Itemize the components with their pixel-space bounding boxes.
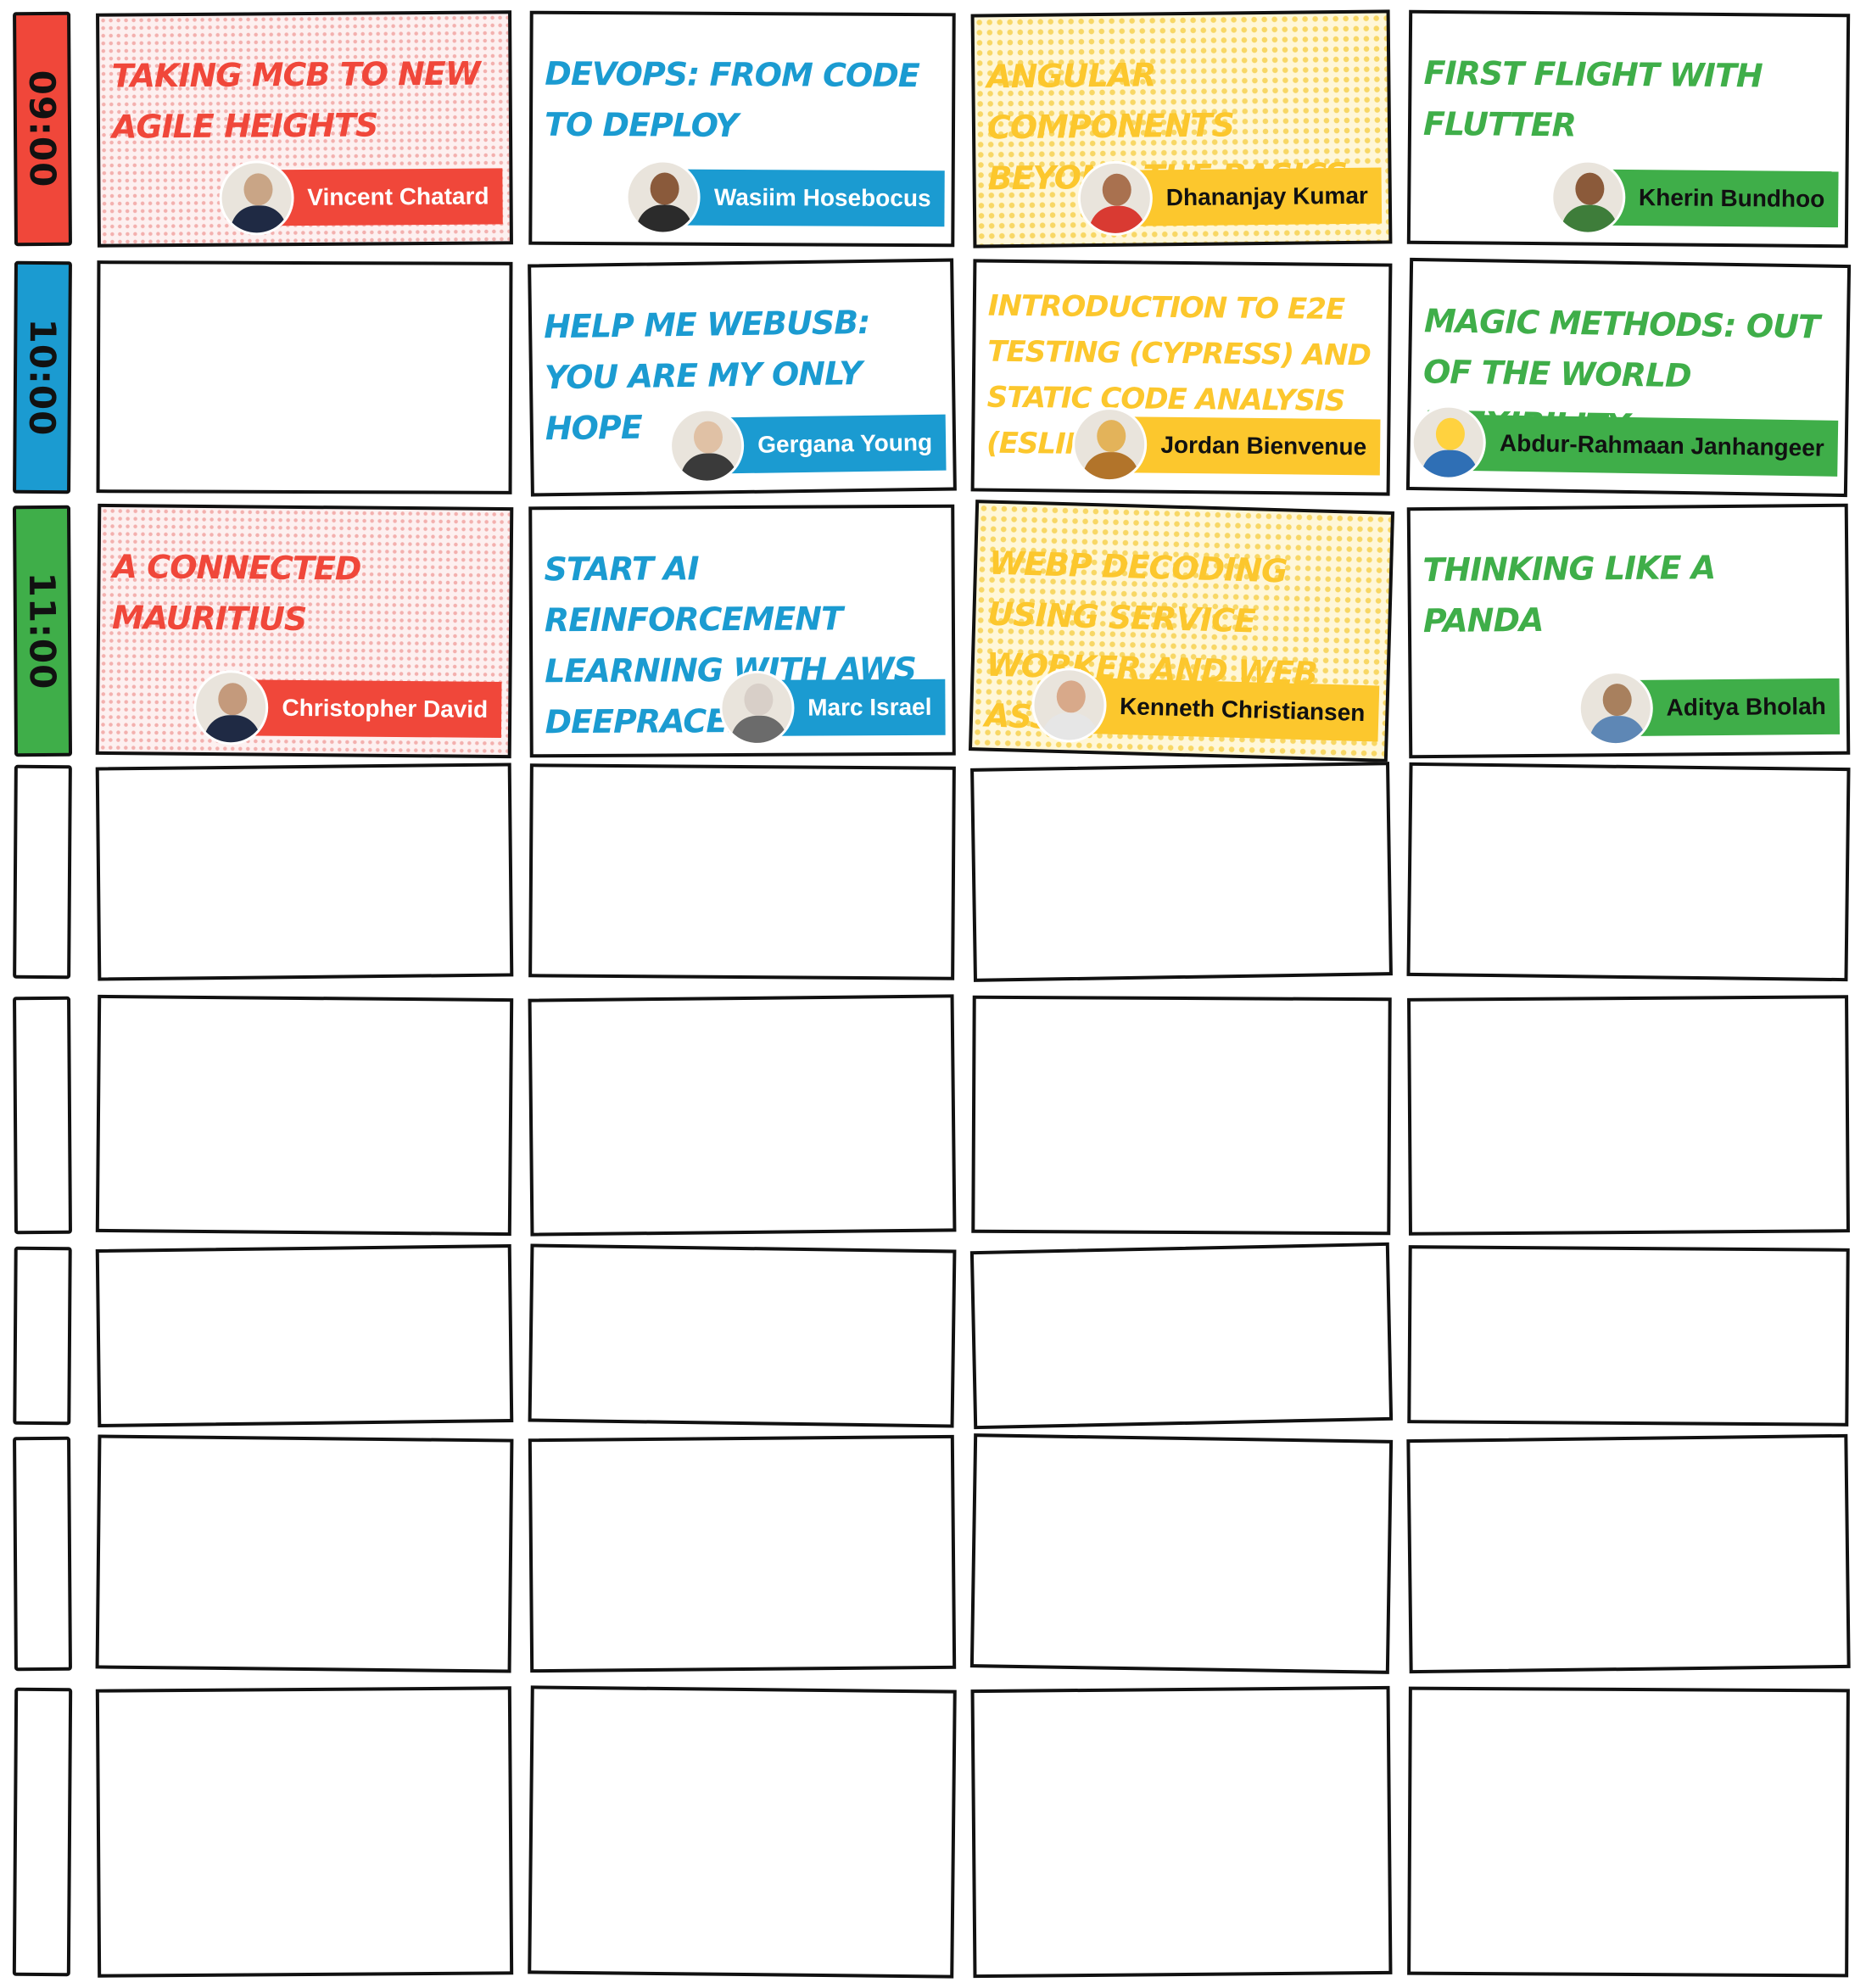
speaker-avatar-icon (193, 669, 269, 746)
empty-slot (1406, 762, 1851, 982)
time-slot-1000: 10:00 (13, 260, 72, 494)
time-slot-empty (13, 996, 72, 1235)
empty-slot (969, 1242, 1394, 1430)
speaker-name: Aditya Bholah (1666, 692, 1826, 721)
speaker-avatar-icon (1411, 404, 1487, 481)
time-slot-empty (13, 764, 72, 980)
time-slot-empty (12, 1687, 73, 1977)
session-card[interactable]: Magic Methods: Out of the World Flexibil… (1405, 257, 1852, 498)
empty-slot (971, 995, 1392, 1236)
speaker-name: Kenneth Christiansen (1119, 693, 1366, 727)
time-label: 10:00 (21, 318, 64, 437)
speaker-avatar-icon (219, 160, 294, 236)
speaker-avatar-icon (718, 670, 795, 746)
speaker-avatar-icon (1578, 670, 1653, 746)
speaker-avatar-icon (1030, 667, 1108, 744)
speaker-name: Christopher David (282, 694, 489, 723)
speaker-tag: Wasiim Hosebocus (625, 159, 945, 235)
speaker-tag: Vincent Chatard (219, 160, 503, 236)
empty-slot (1407, 1686, 1850, 1978)
empty-slot (1407, 1245, 1850, 1427)
speaker-tag: Gergana Young (668, 407, 947, 484)
session-card[interactable]: Angular Components Beyond the BasicsDhan… (970, 9, 1393, 248)
speaker-name: Wasiim Hosebocus (713, 183, 931, 212)
session-card[interactable]: Taking MCB to new Agile Heights Vincent C… (96, 10, 513, 248)
empty-slot (95, 1244, 514, 1427)
empty-slot (95, 994, 514, 1237)
time-slot-1100: 11:00 (12, 505, 73, 757)
empty-slot (95, 1686, 514, 1978)
speaker-name: Vincent Chatard (307, 182, 489, 210)
time-slot-empty (13, 1436, 72, 1672)
speaker-tag: Jordan Bienvenue (1071, 406, 1381, 483)
speaker-name: Abdur-Rahmaan Janhangeer (1499, 429, 1824, 461)
session-card[interactable]: Start AI Reinforcement Learning with AWS… (528, 504, 956, 758)
speaker-avatar-icon (1077, 160, 1154, 237)
empty-slot (1406, 1433, 1851, 1674)
empty-slot (528, 1434, 957, 1673)
time-slot-empty (13, 1246, 72, 1426)
session-card[interactable]: Thinking like a Panda Aditya Bholah (1406, 503, 1851, 759)
speaker-name: Jordan Bienvenue (1160, 431, 1367, 461)
session-card[interactable]: DevOps: From Code to Deploy Wasiim Hosebo… (528, 10, 956, 248)
session-card[interactable]: Introduction to E2E Testing (Cypress) an… (970, 259, 1393, 496)
empty-slot (96, 260, 513, 494)
speaker-tag: Abdur-Rahmaan Janhangeer (1411, 404, 1839, 481)
empty-slot (528, 763, 956, 980)
time-label: 11:00 (21, 572, 64, 690)
session-card[interactable]: WebP Decoding using Service Worker and W… (968, 500, 1395, 762)
speaker-name: Marc Israel (807, 693, 932, 721)
session-title: A Connected Mauritius (111, 548, 361, 639)
session-card[interactable]: Help me WebUSB: You are my only hope Gerg… (528, 258, 957, 497)
speaker-avatar-icon (1550, 159, 1626, 235)
speaker-avatar-icon (1071, 406, 1148, 483)
session-title: First Flight with Flutter (1422, 53, 1763, 144)
speaker-name: Dhananjay Kumar (1165, 181, 1368, 211)
empty-slot (95, 762, 514, 981)
empty-slot (528, 994, 957, 1237)
speaker-tag: Marc Israel (718, 670, 946, 746)
speaker-avatar-icon (625, 159, 701, 235)
empty-slot (969, 1433, 1394, 1674)
speaker-tag: Aditya Bholah (1578, 670, 1841, 746)
session-card[interactable]: First Flight with Flutter Kherin Bundhoo (1406, 9, 1851, 248)
empty-slot (970, 1685, 1393, 1979)
speaker-avatar-icon (668, 407, 745, 484)
empty-slot (1407, 995, 1850, 1236)
empty-slot (528, 1243, 957, 1428)
speaker-name: Gergana Young (757, 428, 933, 458)
session-title: Thinking like a Panda (1422, 549, 1716, 640)
empty-slot (528, 1685, 957, 1979)
speaker-tag: Dhananjay Kumar (1077, 160, 1383, 237)
session-title: DevOps: From Code to Deploy (544, 54, 919, 144)
empty-slot (95, 1434, 514, 1673)
time-slot-0900: 09:00 (13, 11, 72, 247)
speaker-name: Kherin Bundhoo (1638, 184, 1825, 213)
session-card[interactable]: A Connected Mauritius Christopher David (95, 503, 514, 759)
time-label: 09:00 (21, 70, 64, 188)
session-title: Taking MCB to new Agile Heights (111, 54, 480, 146)
speaker-tag: Kenneth Christiansen (1030, 667, 1380, 744)
speaker-tag: Christopher David (193, 669, 502, 746)
speaker-tag: Kherin Bundhoo (1550, 159, 1839, 235)
empty-slot (970, 762, 1393, 982)
